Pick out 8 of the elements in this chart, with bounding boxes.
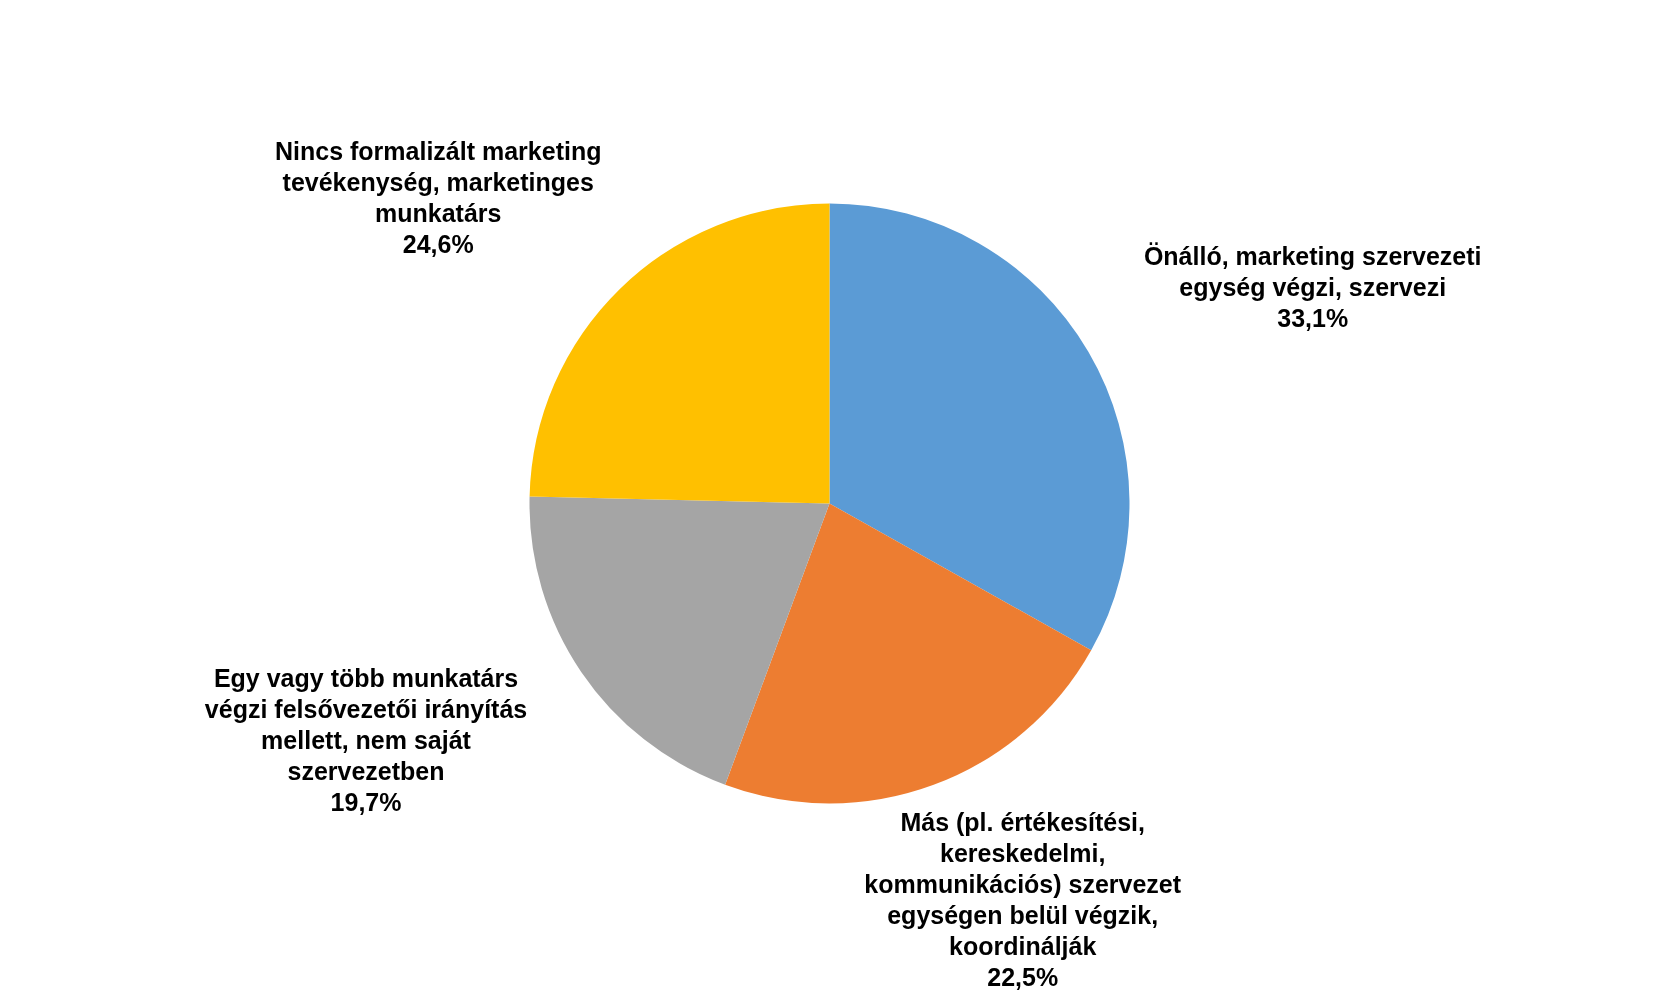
data-label: 19,7% — [330, 787, 402, 816]
data-label: 22,5% — [987, 962, 1059, 991]
slice-label: Önálló, marketing szervezeti egység végzi, szervezi — [1143, 241, 1482, 301]
slice-label: Más (pl. értékesítési, kereskedelmi, kommunikációs) szervezet egységen belül végzik, koordinálják — [864, 807, 1182, 960]
slice-label: Nincs formalizált marketing tevékenység, marketinges munkatárs — [274, 136, 602, 227]
data-label: 33,1% — [1277, 303, 1349, 332]
data-label: 24,6% — [402, 229, 474, 258]
slice-label: Egy vagy több munkatárs végzi felsővezetői irányítás mellett, nem saját szervezetben — [204, 663, 528, 785]
